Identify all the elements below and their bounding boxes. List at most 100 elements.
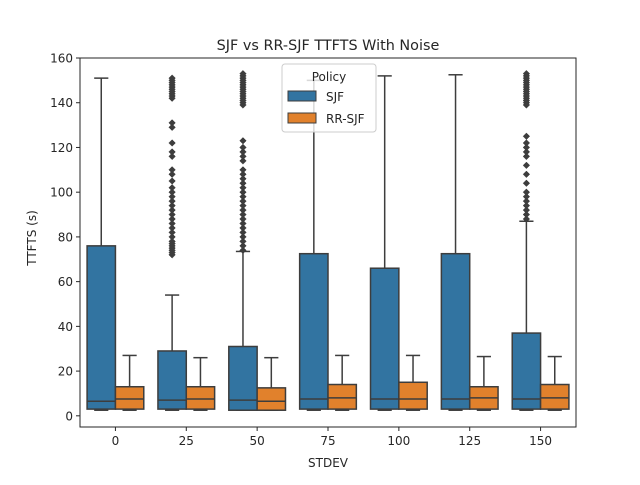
y-tick-label: 60 — [58, 275, 73, 289]
x-tick-label: 150 — [529, 434, 552, 448]
outlier-point — [168, 228, 176, 237]
outlier-point — [522, 70, 531, 78]
y-tick-label: 100 — [50, 186, 73, 200]
outlier-point — [168, 210, 176, 219]
outlier-point — [168, 224, 176, 232]
outlier-point — [168, 188, 176, 196]
chart-title: SJF vs RR-SJF TTFTS With Noise — [217, 38, 440, 54]
box — [114, 385, 145, 410]
outlier-point — [239, 70, 247, 78]
x-tick-label: 50 — [250, 434, 265, 448]
x-tick-label: 0 — [112, 434, 120, 448]
y-tick-label: 120 — [50, 141, 73, 155]
y-tick-label: 140 — [50, 96, 73, 110]
legend-swatch — [287, 90, 317, 102]
outlier-point — [239, 197, 247, 205]
x-axis-label: STDEV — [308, 456, 349, 470]
outlier-point — [239, 148, 247, 156]
legend: Policy SJF RR-SJF — [281, 63, 377, 133]
box — [369, 267, 400, 410]
outlier-point — [168, 201, 176, 210]
outlier-point — [239, 170, 247, 178]
outlier-point — [522, 210, 531, 219]
outlier-point — [239, 219, 247, 228]
outlier-point — [239, 184, 247, 192]
outlier-point — [168, 152, 176, 161]
x-tick-label: 125 — [458, 434, 481, 448]
outlier-point — [239, 246, 247, 254]
outlier-point — [239, 210, 247, 219]
box — [298, 252, 329, 410]
outlier-point — [168, 193, 176, 201]
outlier-point — [239, 143, 247, 152]
y-axis-label: TTFTS (s) — [25, 210, 39, 267]
outlier-point — [522, 152, 531, 161]
legend-label: SJF — [326, 90, 344, 104]
outlier-point — [239, 201, 247, 210]
box — [511, 332, 542, 410]
outlier-point — [522, 215, 531, 223]
outlier-point — [168, 206, 176, 214]
box — [440, 252, 471, 410]
outlier-point — [239, 179, 247, 187]
plot-area: 0 20 40 60 80 100 120 140 160 0 25 50 75 100 125 150 — [50, 52, 577, 448]
outlier-point — [168, 215, 176, 223]
outlier-point — [522, 179, 531, 187]
legend-swatch — [287, 112, 317, 124]
legend-title: Policy — [312, 70, 347, 84]
y-tick-label: 160 — [50, 52, 73, 66]
outlier-point — [239, 137, 247, 145]
outlier-point — [168, 237, 176, 246]
outlier-point — [239, 157, 247, 165]
box — [185, 385, 216, 410]
y-tick-label: 0 — [65, 409, 73, 423]
outlier-point — [239, 228, 247, 237]
outlier-point — [239, 193, 247, 201]
y-tick-label: 40 — [58, 320, 73, 334]
outlier-point — [239, 224, 247, 232]
box — [86, 245, 117, 410]
outlier-point — [168, 74, 176, 82]
outlier-point — [168, 219, 176, 228]
legend-label: RR-SJF — [326, 112, 365, 126]
outlier-point — [522, 201, 531, 210]
outlier-point — [522, 148, 531, 156]
outlier-point — [239, 215, 247, 223]
x-tick-label: 75 — [320, 434, 335, 448]
outlier-point — [168, 166, 176, 174]
box — [256, 387, 287, 411]
y-tick-label: 80 — [58, 230, 73, 244]
y-tick-label: 20 — [58, 365, 73, 379]
outlier-point — [522, 139, 531, 147]
axes-frame — [79, 57, 577, 428]
box — [327, 383, 358, 410]
outlier-point — [522, 188, 531, 196]
outlier-point — [239, 242, 247, 250]
outlier-point — [522, 197, 531, 205]
outlier-point — [522, 206, 531, 214]
box — [398, 381, 428, 410]
outlier-point — [168, 170, 176, 178]
outlier-point — [522, 170, 531, 178]
outlier-point — [168, 177, 176, 185]
outlier-point — [168, 197, 176, 205]
outlier-point — [168, 148, 176, 156]
outlier-point — [239, 233, 247, 241]
outlier-point — [168, 184, 176, 192]
box — [539, 383, 570, 410]
outlier-point — [522, 193, 531, 201]
x-tick-label: 100 — [387, 434, 410, 448]
outlier-point — [522, 132, 531, 140]
outlier-point — [239, 206, 247, 214]
outlier-point — [522, 143, 531, 152]
x-tick-label: 25 — [179, 434, 194, 448]
outlier-point — [239, 188, 247, 196]
outlier-point — [239, 166, 247, 174]
outlier-point — [168, 139, 176, 147]
outlier-point — [168, 119, 176, 127]
outlier-point — [168, 123, 176, 131]
outlier-point — [168, 233, 176, 241]
outlier-point — [239, 152, 247, 161]
